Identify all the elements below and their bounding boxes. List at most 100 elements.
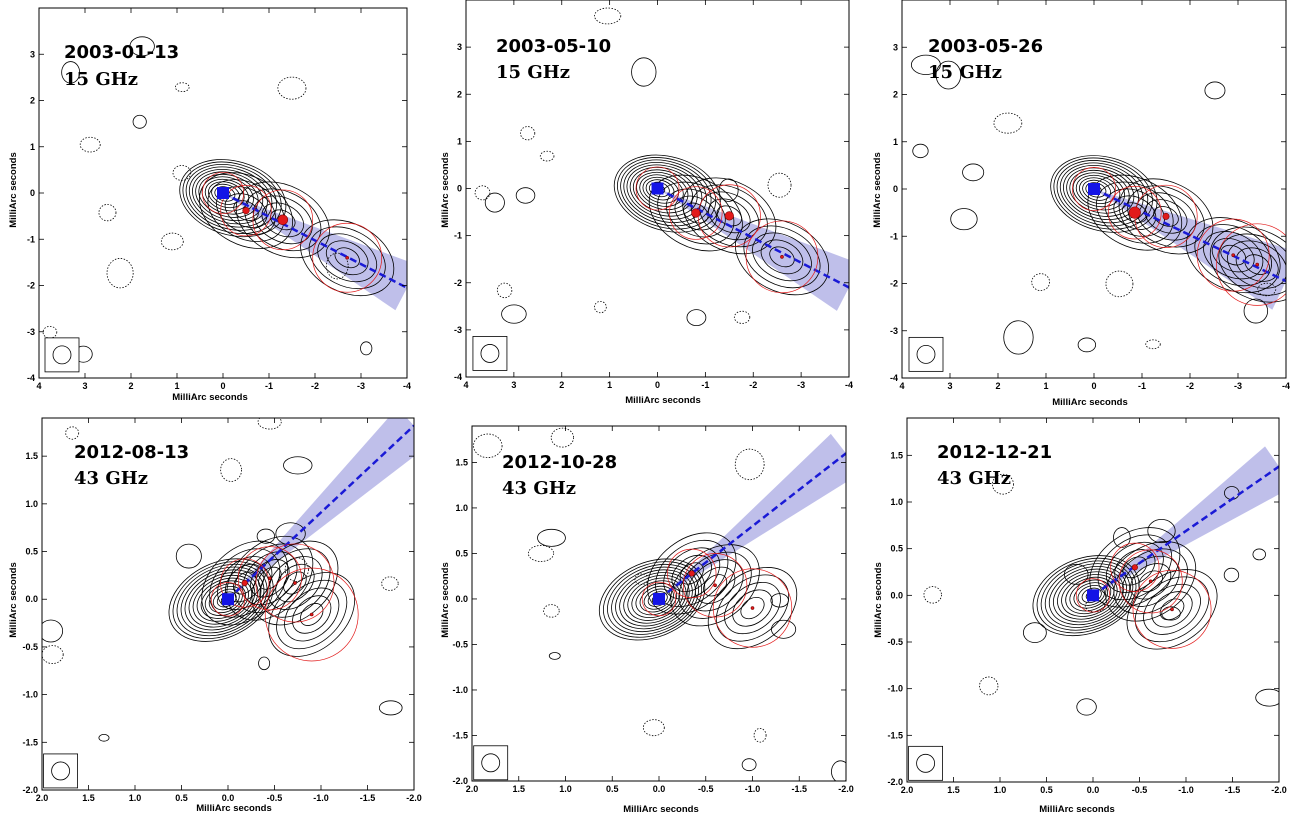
core-marker — [653, 592, 665, 605]
x-tick-label: 0.5 — [175, 793, 188, 803]
negative-contour — [642, 719, 665, 737]
x-tick-label: 0 — [1091, 381, 1096, 391]
contour — [769, 246, 795, 268]
jet-uncertainty-band — [1093, 446, 1279, 596]
y-tick-label: 2 — [457, 89, 462, 99]
contour — [678, 551, 752, 619]
contour — [1075, 174, 1121, 208]
x-tick-label: -2.0 — [406, 793, 422, 803]
contour — [378, 700, 403, 716]
y-axis-label: MilliArc seconds — [440, 152, 451, 228]
y-tick-label: 1.5 — [25, 451, 38, 461]
y-tick-label: -1.5 — [452, 730, 468, 740]
x-tick-label: -4 — [845, 380, 853, 390]
y-tick-label: -0.5 — [452, 639, 468, 649]
contour — [1113, 548, 1188, 615]
y-tick-label: 2 — [893, 90, 898, 100]
contour — [639, 585, 674, 613]
contour — [718, 178, 739, 202]
y-tick-label: 0.5 — [25, 547, 38, 557]
contour — [598, 558, 706, 641]
component-fwhm-circle — [201, 171, 245, 215]
contour — [132, 114, 147, 129]
contour — [671, 554, 712, 593]
x-tick-label: -3 — [1234, 381, 1242, 391]
contour — [233, 200, 259, 221]
contour — [484, 192, 505, 213]
contour — [1069, 169, 1130, 214]
negative-contour — [733, 310, 751, 324]
beam-ellipse — [916, 344, 936, 364]
frequency-label: 43 GHz — [74, 468, 148, 489]
contour — [1023, 622, 1047, 643]
y-tick-label: 0 — [893, 184, 898, 194]
contour — [1147, 518, 1176, 544]
contour — [1069, 579, 1112, 612]
y-axis-label: MilliArc seconds — [872, 152, 883, 228]
contour — [740, 596, 765, 620]
contour — [182, 161, 282, 234]
x-tick-label: 1 — [607, 380, 612, 390]
negative-contour — [284, 557, 309, 582]
negative-contour — [220, 458, 242, 482]
contour — [325, 240, 369, 276]
plot-area — [42, 418, 414, 742]
contour — [1159, 598, 1185, 621]
panel-2012-08-13: 2012-08-13 43 GHz MilliArc seconds Milli… — [0, 410, 430, 814]
component-marker — [268, 576, 272, 581]
component-marker — [1162, 212, 1170, 220]
contour — [1076, 698, 1097, 716]
contour — [732, 589, 773, 627]
beam-ellipse — [52, 345, 72, 365]
beam-box — [908, 336, 944, 372]
x-tick-label: 1.0 — [994, 785, 1007, 795]
component-marker — [1148, 579, 1153, 584]
beam-ellipse — [480, 344, 500, 363]
component-marker — [1255, 262, 1260, 267]
contour — [175, 543, 202, 569]
contour — [1077, 584, 1105, 606]
contour — [1096, 181, 1174, 244]
component-fwhm-circle — [667, 548, 717, 599]
contour — [631, 580, 681, 619]
x-tick-label: 1.0 — [129, 793, 142, 803]
y-tick-label: -0.5 — [22, 642, 38, 652]
contour — [292, 595, 332, 634]
jet-fit-line — [1092, 465, 1279, 597]
negative-contour — [496, 282, 513, 299]
contour — [1130, 563, 1172, 600]
contour — [360, 341, 373, 356]
contour — [235, 181, 330, 259]
x-tick-label: -2.0 — [1271, 785, 1287, 795]
core-marker — [1087, 589, 1099, 602]
component-marker — [277, 214, 289, 226]
contour — [180, 566, 265, 634]
x-tick-label: -1.0 — [313, 793, 329, 803]
contour — [258, 656, 271, 671]
x-tick-label: -4 — [1282, 381, 1290, 391]
negative-contour — [993, 112, 1023, 134]
x-tick-label: 1.5 — [512, 784, 525, 794]
plot-area — [923, 446, 1279, 716]
y-tick-label: 1.5 — [890, 450, 903, 460]
negative-contour — [474, 185, 491, 201]
component-marker — [1131, 564, 1138, 571]
y-tick-label: 0.0 — [890, 590, 903, 600]
contour — [647, 591, 668, 607]
negative-contour — [98, 204, 117, 222]
core-marker — [651, 182, 664, 195]
contour — [741, 758, 757, 772]
negative-contour — [767, 172, 792, 198]
component-fwhm-circle — [312, 222, 383, 293]
contour — [682, 177, 777, 255]
negative-contour — [79, 136, 101, 153]
contour — [1044, 563, 1131, 628]
y-tick-label: -4 — [27, 373, 35, 383]
negative-contour — [42, 325, 58, 339]
frequency-label: 15 GHz — [496, 62, 570, 83]
beam-box — [472, 336, 508, 371]
contour — [1252, 548, 1266, 561]
negative-contour — [594, 7, 622, 25]
component-fwhm-circle — [220, 184, 272, 237]
contour — [204, 583, 246, 616]
